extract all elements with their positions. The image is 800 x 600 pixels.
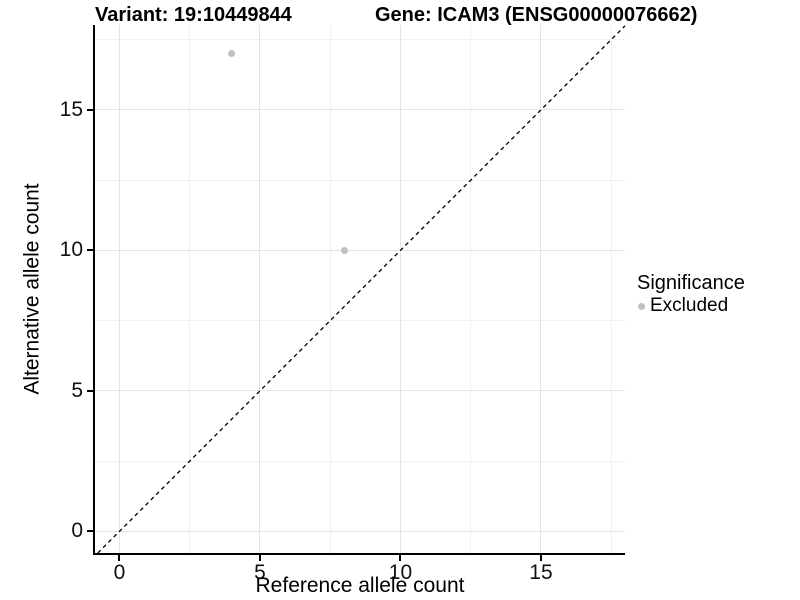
x-axis-tick bbox=[539, 555, 542, 561]
grid-minor-horizontal bbox=[95, 179, 625, 181]
y-axis-tick bbox=[87, 389, 93, 392]
y-axis-tick bbox=[87, 249, 93, 252]
grid-minor-vertical bbox=[329, 25, 331, 553]
x-tick-label: 0 bbox=[113, 561, 126, 584]
legend: Significance Excluded bbox=[637, 272, 745, 316]
grid-minor-vertical bbox=[470, 25, 472, 553]
y-axis-tick bbox=[87, 530, 93, 533]
y-axis-title-wrap: Alternative allele count bbox=[18, 25, 48, 553]
grid-minor-vertical bbox=[610, 25, 612, 553]
y-axis-title: Alternative allele count bbox=[21, 183, 45, 395]
data-point bbox=[340, 246, 348, 254]
legend-title: Significance bbox=[637, 272, 745, 294]
legend-item-excluded: Excluded bbox=[638, 295, 745, 316]
grid-major-vertical bbox=[399, 25, 401, 553]
data-point bbox=[228, 50, 236, 58]
x-axis-tick bbox=[399, 555, 402, 561]
grid-minor-vertical bbox=[189, 25, 191, 553]
y-axis-line bbox=[93, 25, 95, 555]
y-tick-label: 10 bbox=[59, 238, 83, 262]
grid-major-horizontal bbox=[95, 249, 625, 251]
grid-major-horizontal bbox=[95, 530, 625, 532]
plot-title-variant: Variant: 19:10449844 bbox=[95, 4, 292, 26]
plot-panel: 0 5 10 15 0 5 10 15 bbox=[60, 25, 626, 584]
identity-dashed-line bbox=[97, 25, 626, 554]
x-tick-label: 15 bbox=[529, 561, 553, 584]
y-tick-label: 15 bbox=[59, 97, 83, 121]
grid-minor-horizontal bbox=[95, 320, 625, 322]
y-axis-tick bbox=[87, 108, 93, 111]
grid-minor-horizontal bbox=[95, 460, 625, 462]
x-tick-label: 5 bbox=[254, 561, 266, 584]
grid-major-vertical bbox=[259, 25, 261, 553]
y-tick-label: 5 bbox=[71, 378, 83, 402]
plot-title-gene: Gene: ICAM3 (ENSG00000076662) bbox=[375, 4, 698, 26]
grid-major-horizontal bbox=[95, 390, 625, 392]
x-axis-tick bbox=[258, 555, 261, 561]
grid-minor-horizontal bbox=[95, 39, 625, 41]
x-axis-line bbox=[93, 553, 625, 555]
x-tick-label: 10 bbox=[388, 561, 413, 584]
legend-point-icon bbox=[638, 302, 645, 310]
grid-major-vertical bbox=[540, 25, 542, 553]
legend-item-label: Excluded bbox=[650, 295, 729, 316]
y-tick-label: 0 bbox=[71, 519, 83, 543]
grid-major-horizontal bbox=[95, 109, 625, 111]
x-axis-tick bbox=[118, 555, 121, 561]
grid-major-vertical bbox=[118, 25, 120, 553]
x-axis-title: Reference allele count bbox=[255, 574, 465, 597]
